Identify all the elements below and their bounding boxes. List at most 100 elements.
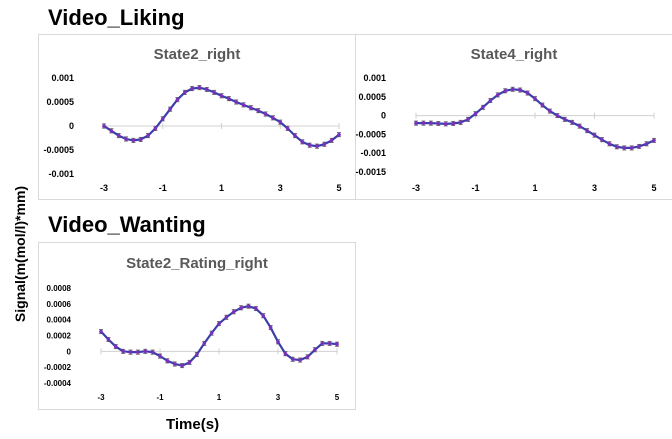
data-point — [298, 358, 302, 362]
y-tick-label: -0.0004 — [44, 379, 72, 388]
data-point — [190, 86, 194, 91]
data-point — [271, 116, 275, 120]
data-point — [285, 126, 290, 131]
data-point — [263, 112, 268, 116]
data-point — [187, 360, 192, 365]
data-point — [290, 357, 295, 362]
y-tick-label: 0.0006 — [47, 300, 72, 309]
data-point — [160, 117, 165, 121]
y-tick-label: 0.0005 — [358, 92, 386, 102]
y-tick-label: 0.001 — [363, 73, 386, 83]
y-tick-label: 0.001 — [51, 73, 74, 83]
chart-panel-state2-right: State2_right 0.001 0.0005 0 -0.0005 -0.001 -3 -… — [38, 34, 356, 200]
y-tick-label: 0.0002 — [47, 332, 72, 341]
data-point — [629, 146, 634, 150]
data-point — [443, 122, 448, 126]
data-point — [429, 121, 433, 125]
chart-panel-state4-right: State4_right 0.001 0.0005 0 -0.0005 -0.001 -0.… — [355, 34, 672, 200]
data-point — [231, 309, 236, 314]
x-tick-label: 1 — [217, 393, 222, 402]
chart-panel-state2-rating-right: State2_Rating_right 0.0008 0.0006 0.0004 0.0… — [38, 242, 356, 410]
data-point — [525, 91, 530, 95]
x-tick-label: 5 — [651, 183, 656, 193]
chart-title: State4_right — [471, 46, 558, 63]
data-point — [249, 105, 253, 110]
data-point — [600, 137, 604, 142]
data-point — [652, 138, 656, 143]
data-point — [205, 87, 209, 92]
data-point — [227, 96, 231, 101]
data-point — [109, 129, 114, 133]
data-point — [158, 354, 162, 358]
data-point — [113, 344, 118, 349]
data-point — [313, 347, 317, 352]
data-point — [146, 133, 150, 138]
data-point — [577, 124, 582, 128]
data-point — [585, 128, 589, 133]
x-tick-label: 1 — [219, 183, 224, 193]
x-tick-label: -1 — [156, 393, 164, 402]
data-point — [143, 349, 148, 354]
section-title-wanting: Video_Wanting — [48, 212, 206, 237]
data-point — [234, 100, 238, 104]
data-point — [644, 142, 649, 146]
data-point — [414, 121, 418, 125]
data-point — [182, 90, 187, 95]
data-point — [315, 144, 319, 148]
chart-state4-right: State4_right 0.001 0.0005 0 -0.0005 -0.001 -0.… — [355, 46, 656, 193]
data-point — [466, 117, 470, 122]
y-tick-label: 0 — [69, 121, 74, 131]
data-point — [305, 355, 310, 359]
series-line — [100, 305, 338, 367]
data-point — [503, 88, 508, 93]
data-point — [256, 108, 261, 113]
chart-state2-rating-right: State2_Rating_right 0.0008 0.0006 0.0004 0.0… — [44, 255, 340, 402]
x-tick-label: 5 — [335, 393, 340, 402]
x-tick-label: 1 — [532, 183, 537, 193]
data-point — [128, 350, 133, 354]
data-point — [300, 140, 305, 144]
data-point — [121, 349, 125, 354]
data-point — [473, 111, 478, 116]
x-tick-label: -3 — [412, 183, 420, 193]
y-tick-label: 0.0008 — [47, 284, 72, 293]
x-tick-label: 3 — [278, 183, 283, 193]
chart-state2-right: State2_right 0.001 0.0005 0 -0.0005 -0.001 -3 -… — [43, 46, 341, 193]
data-point — [283, 351, 288, 356]
data-point — [150, 350, 155, 354]
x-tick-label: -3 — [100, 183, 108, 193]
data-point — [496, 93, 500, 97]
data-point — [180, 363, 184, 368]
data-point — [322, 142, 327, 147]
chart-title: State2_right — [154, 46, 241, 63]
x-tick-label: -1 — [159, 183, 167, 193]
y-tick-label: -0.0005 — [356, 129, 386, 139]
data-point — [219, 93, 224, 98]
data-point — [510, 87, 515, 92]
data-point — [518, 88, 522, 92]
data-point — [570, 120, 574, 125]
data-point — [261, 313, 266, 318]
data-point — [153, 126, 158, 131]
data-point — [337, 132, 341, 137]
data-point — [555, 113, 560, 118]
y-tick-label: -0.0005 — [43, 145, 74, 155]
x-tick-label: 3 — [592, 183, 597, 193]
x-tick-label: -1 — [471, 183, 479, 193]
data-point — [175, 97, 180, 102]
data-point — [209, 331, 214, 335]
data-point — [436, 121, 441, 126]
data-point — [548, 109, 552, 113]
y-tick-label: 0 — [381, 111, 386, 121]
x-tick-label: 3 — [276, 393, 281, 402]
data-point — [197, 85, 202, 90]
data-point — [451, 121, 455, 126]
y-tick-label: 0.0004 — [47, 316, 72, 325]
data-point — [562, 117, 567, 122]
data-point — [481, 105, 485, 110]
y-tick-label: -0.0015 — [356, 167, 386, 177]
data-point — [615, 145, 619, 149]
data-point — [307, 143, 312, 147]
y-tick-label: -0.0002 — [44, 363, 72, 372]
data-point — [293, 133, 297, 138]
